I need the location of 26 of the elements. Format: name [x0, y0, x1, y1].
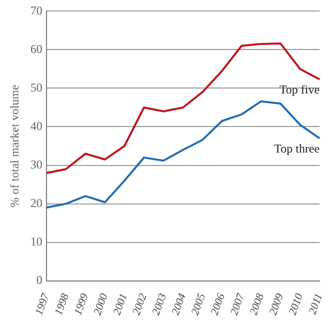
y-axis-title: % of total market volume — [7, 84, 22, 208]
x-tick-label: 2005 — [189, 292, 208, 317]
x-tick-label: 2004 — [170, 292, 189, 317]
y-tick-label: 20 — [30, 196, 42, 210]
x-tick-label: 2006 — [208, 292, 228, 317]
y-tick-label: 10 — [30, 234, 42, 248]
x-tick-label: 1999 — [72, 292, 92, 317]
y-tick-label: 60 — [30, 42, 42, 56]
x-tick-label: 2009 — [267, 292, 286, 317]
y-tick-label: 50 — [30, 80, 42, 94]
y-tick-label: 40 — [30, 118, 42, 133]
y-tick-label: 0 — [36, 272, 42, 287]
x-tick-label: 2008 — [248, 292, 267, 317]
x-tick-label: 2010 — [286, 292, 306, 317]
series-label: Top three — [274, 141, 320, 156]
x-tick-label: 2007 — [228, 292, 248, 317]
y-tick-label: 30 — [30, 157, 42, 172]
x-tick-label: 1998 — [52, 292, 72, 317]
x-tick-label: 1997 — [33, 292, 52, 317]
x-tick-label: 2003 — [150, 292, 170, 317]
y-tick-label: 70 — [30, 3, 42, 18]
series-label: Top five — [279, 82, 320, 97]
x-tick-label: 2001 — [111, 292, 130, 317]
x-tick-label: 2011 — [306, 292, 326, 316]
x-tick-label: 2000 — [92, 292, 111, 317]
x-tick-label: 2002 — [130, 292, 150, 317]
